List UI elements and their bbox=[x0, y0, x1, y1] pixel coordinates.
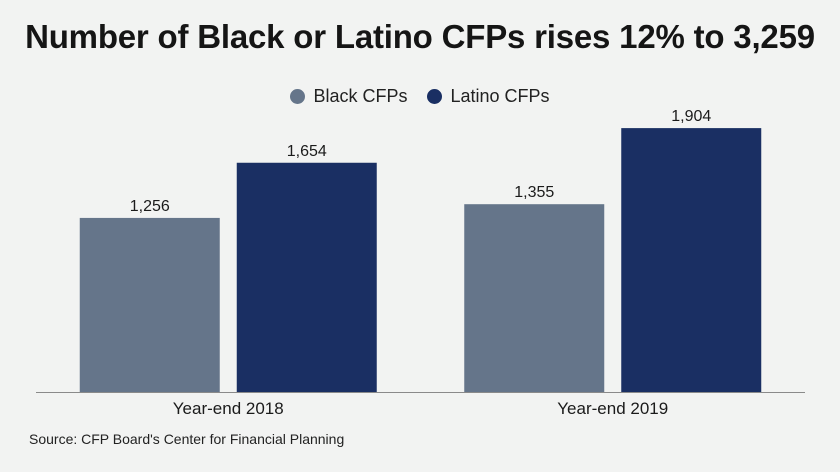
bar-black-cfps-1 bbox=[79, 217, 220, 392]
legend-item-latino-cfps: Latino CFPs bbox=[427, 86, 550, 107]
data-label-latino-cfps-2: 1,904 bbox=[671, 108, 711, 125]
data-label-latino-cfps-1: 1,654 bbox=[287, 143, 327, 160]
x-tick-label-1: Year-end 2018 bbox=[173, 399, 284, 418]
source-note: Source: CFP Board's Center for Financial… bbox=[29, 431, 345, 447]
legend-dot-latino-cfps bbox=[427, 89, 443, 104]
legend-dot-black-cfps bbox=[290, 89, 306, 104]
x-tick-label-2: Year-end 2019 bbox=[557, 399, 668, 418]
chart-title: Number of Black or Latino CFPs rises 12%… bbox=[25, 18, 815, 55]
bar-black-cfps-2 bbox=[464, 204, 605, 392]
legend-item-black-cfps: Black CFPs bbox=[290, 86, 407, 107]
bar-latino-cfps-1 bbox=[236, 162, 377, 392]
chart-legend: Black CFPs Latino CFPs bbox=[0, 86, 840, 107]
data-label-black-cfps-2: 1,355 bbox=[514, 184, 554, 201]
legend-label-latino-cfps: Latino CFPs bbox=[450, 86, 550, 106]
data-label-black-cfps-1: 1,256 bbox=[130, 198, 170, 215]
bar-latino-cfps-2 bbox=[621, 128, 762, 393]
legend-label-black-cfps: Black CFPs bbox=[313, 86, 408, 106]
